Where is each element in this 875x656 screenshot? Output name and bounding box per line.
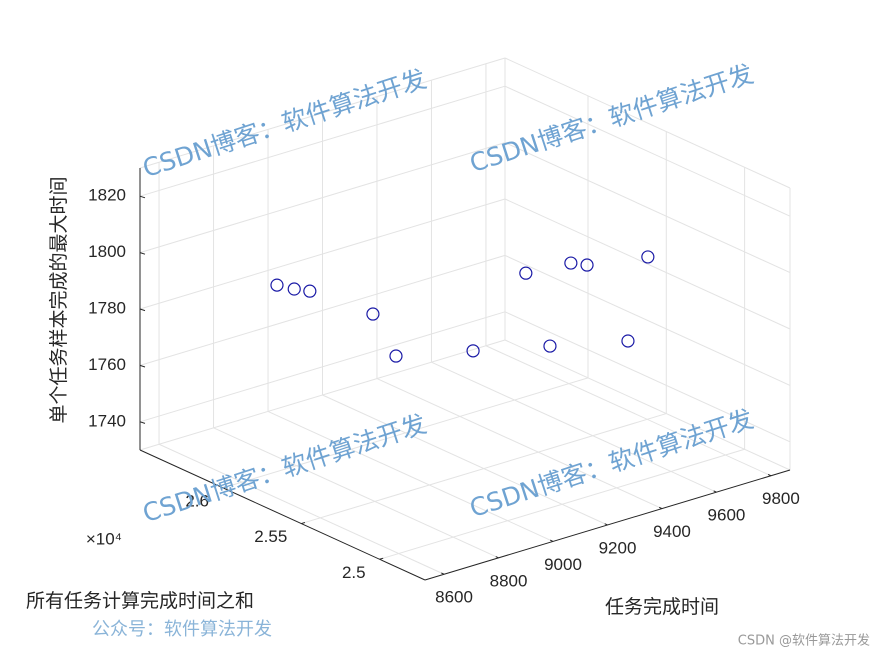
grid-line <box>504 85 791 217</box>
x-tick-label: 9600 <box>708 506 746 525</box>
x-tick-label: 8800 <box>490 571 528 590</box>
point <box>303 284 317 298</box>
point <box>580 258 594 272</box>
point <box>621 334 635 348</box>
x-tick-label: 9800 <box>762 489 800 508</box>
z-tick-label: 1800 <box>88 242 126 261</box>
grid-line <box>222 377 589 489</box>
watermarks: CSDN博客：软件算法开发 CSDN博客：软件算法开发 CSDN博客：软件算法开发 C… <box>92 59 870 648</box>
tick-mark <box>139 364 146 368</box>
y-tick-label: 2.5 <box>342 563 366 582</box>
grid-line <box>322 394 608 526</box>
tick-mark <box>139 421 146 424</box>
x-tick-label: 9000 <box>544 555 582 574</box>
watermark: CSDN博客：软件算法开发 <box>139 64 430 183</box>
point <box>564 256 578 270</box>
grid-line <box>139 311 506 423</box>
grid-line <box>376 378 663 510</box>
x-tick-label: 9200 <box>599 538 637 557</box>
z-tick-label: 1760 <box>88 355 126 374</box>
point <box>366 307 380 321</box>
grid-line <box>139 198 506 310</box>
box-edge <box>504 339 791 471</box>
grid-line <box>431 361 717 493</box>
z-tick-label: 1780 <box>88 298 126 317</box>
tick-mark <box>139 308 146 312</box>
point <box>641 250 655 264</box>
x-axis <box>424 469 791 581</box>
grid-line <box>158 443 445 575</box>
grid-line <box>379 448 745 560</box>
watermark: CSDN @软件算法开发 <box>738 633 870 649</box>
point <box>466 344 480 358</box>
y-tick-label: 2.6 <box>185 491 209 510</box>
axes: 8600 8800 9000 9200 9400 9600 9800 2.5 2.55 2.6 17… <box>88 168 800 607</box>
grid-line <box>139 254 506 366</box>
point <box>270 278 284 292</box>
point <box>543 339 557 353</box>
x-axis-label: 任务完成时间 <box>605 596 719 618</box>
box-edge <box>504 57 791 189</box>
point <box>519 266 533 280</box>
y-axis-multiplier: ×10⁴ <box>86 529 122 548</box>
tick-mark <box>139 195 146 199</box>
z-tick-label: 1820 <box>88 186 126 205</box>
points <box>270 250 655 363</box>
x-tick-label: 9400 <box>653 522 691 541</box>
watermark: 公众号：软件算法开发 <box>92 619 272 640</box>
grid-line <box>504 311 791 443</box>
z-axis-label: 单个任务样本完成的最大时间 <box>48 176 70 423</box>
point <box>287 282 301 296</box>
grid <box>139 57 791 575</box>
grid-line <box>267 410 554 542</box>
y-axis-label: 所有任务计算完成时间之和 <box>26 590 254 612</box>
watermark: CSDN博客：软件算法开发 <box>466 59 757 178</box>
grid-line <box>139 142 506 254</box>
y-axis <box>139 449 426 581</box>
watermark: CSDN博客：软件算法开发 <box>139 409 430 528</box>
grid-line <box>301 413 667 525</box>
grid-line <box>504 198 791 330</box>
grid-line <box>139 85 506 197</box>
z-tick-label: 1740 <box>88 411 126 430</box>
grid-line <box>504 142 791 274</box>
grid-line <box>504 254 791 386</box>
grid-line <box>213 427 499 559</box>
point <box>389 349 403 363</box>
grid-line <box>485 345 772 477</box>
y-tick-label: 2.55 <box>254 527 287 546</box>
x-tick-label: 8600 <box>435 588 473 607</box>
tick-mark <box>139 252 146 255</box>
